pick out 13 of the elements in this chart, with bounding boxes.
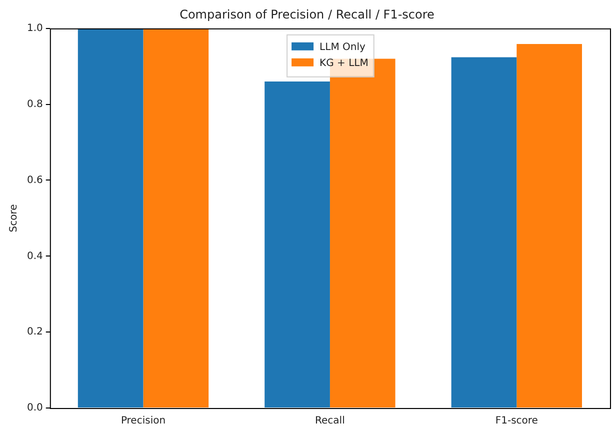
x-tick-label: Recall <box>315 416 345 427</box>
y-axis-title: Score <box>8 204 20 232</box>
y-tick-label: 0.4 <box>26 250 43 262</box>
chart-title: Comparison of Precision / Recall / F1-score <box>180 7 434 22</box>
y-tick-label: 0.2 <box>26 326 43 338</box>
y-tick-label: 1.0 <box>26 22 43 34</box>
y-tick-label: 0.6 <box>26 174 43 186</box>
x-tick-label: F1-score <box>495 416 538 427</box>
x-tick-label: Precision <box>120 416 166 427</box>
legend-label: LLM Only <box>320 42 366 53</box>
y-tick-label: 0.8 <box>26 98 43 110</box>
legend-label: KG + LLM <box>320 58 368 69</box>
y-tick-label: 0.0 <box>26 402 43 414</box>
